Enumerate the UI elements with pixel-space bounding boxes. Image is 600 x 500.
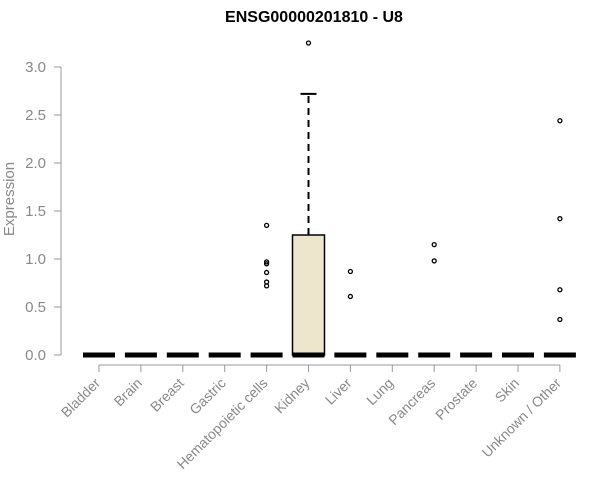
x-tick-label: Pancreas (385, 375, 438, 428)
outlier-point (557, 287, 563, 293)
outlier-point (431, 241, 437, 248)
outlier-point (263, 261, 270, 267)
x-tick-label: Breast (147, 375, 187, 415)
outlier-point (557, 316, 563, 323)
x-tick-label: Kidney (271, 375, 313, 417)
y-axis-label: Expression (1, 162, 18, 236)
x-tick-label: Skin (492, 375, 523, 406)
outlier-point (263, 269, 270, 276)
x-tick-label: Lung (363, 375, 396, 408)
x-tick-label: Unknown / Other (478, 375, 564, 461)
box-group-hematopoietic-cells (250, 222, 283, 358)
outlier-point (347, 268, 354, 275)
outlier-point (263, 259, 270, 265)
chart-title: ENSG00000201810 - U8 (225, 9, 403, 26)
y-tick-label: 1.0 (25, 251, 46, 268)
box-group-unknown-other (543, 118, 576, 358)
plot-area (83, 40, 576, 358)
box-group-kidney (291, 40, 326, 358)
outlier-point (305, 40, 312, 46)
y-tick-label: 2.5 (25, 107, 46, 124)
y-tick-label: 2.0 (25, 155, 46, 172)
outlier-point (557, 216, 563, 222)
y-tick-label: 0.5 (25, 299, 46, 316)
box-group-pancreas (418, 241, 451, 358)
y-tick-label: 0.0 (25, 347, 46, 364)
y-tick-label: 1.5 (25, 203, 46, 220)
x-tick-label: Brain (111, 375, 145, 409)
outlier-point (557, 118, 563, 124)
outlier-point (431, 258, 437, 264)
box (291, 234, 326, 356)
outlier-point (347, 293, 354, 300)
x-tick-label: Prostate (432, 375, 480, 423)
x-tick-label: Bladder (58, 375, 104, 421)
outlier-point (263, 222, 270, 229)
box-group-liver (334, 268, 367, 358)
y-tick-label: 3.0 (25, 59, 46, 76)
x-tick-label: Liver (322, 375, 355, 408)
outlier-point (263, 283, 270, 289)
